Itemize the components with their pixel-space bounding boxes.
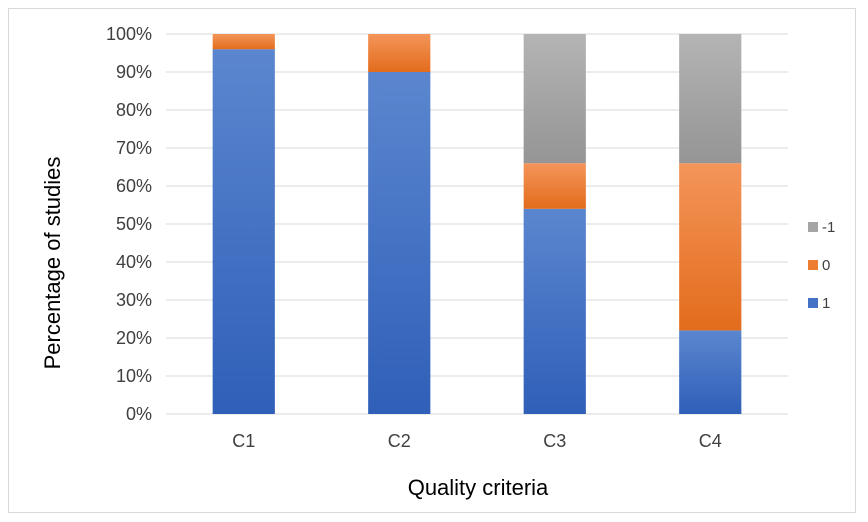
y-tick-label: 60%: [116, 176, 152, 196]
y-tick-label: 20%: [116, 328, 152, 348]
y-tick-label: 100%: [106, 24, 152, 44]
bar-segment-c3-series-1: [523, 208, 586, 414]
y-tick-label: 70%: [116, 138, 152, 158]
legend-swatch: [808, 260, 818, 270]
bar-segment-c2-series-1: [368, 72, 431, 414]
bar-segment-c1-series-1: [212, 49, 275, 414]
bar-segment-c4-series--1: [679, 34, 742, 164]
y-tick-label: 10%: [116, 366, 152, 386]
legend-label: 1: [822, 295, 830, 312]
legend-label: 0: [822, 257, 830, 274]
y-tick-label: 0%: [126, 404, 152, 424]
bar-segment-c4-series-1: [679, 330, 742, 414]
y-tick-label: 50%: [116, 214, 152, 234]
bar-segment-c4-series-0: [679, 163, 742, 331]
bar-segment-c3-series--1: [523, 34, 586, 164]
legend-swatch: [808, 298, 818, 308]
x-tick-label: C3: [543, 431, 566, 451]
legend-label: -1: [822, 219, 835, 236]
bars: [212, 34, 742, 414]
x-axis-title: Quality criteria: [408, 475, 549, 500]
y-tick-label: 30%: [116, 290, 152, 310]
x-tick-label: C2: [388, 431, 411, 451]
y-axis-title: Percentage of studies: [40, 157, 65, 370]
y-tick-label: 80%: [116, 100, 152, 120]
x-tick-label: C1: [232, 431, 255, 451]
x-tick-label: C4: [699, 431, 722, 451]
y-tick-label: 90%: [116, 62, 152, 82]
y-tick-label: 40%: [116, 252, 152, 272]
bar-segment-c1-series-0: [212, 34, 275, 50]
legend-swatch: [808, 222, 818, 232]
legend: -1 0 1: [808, 219, 835, 312]
bar-segment-c2-series-0: [368, 34, 431, 72]
x-tick-labels: C1 C2 C3 C4: [232, 431, 722, 451]
y-tick-labels: 0% 10% 20% 30% 40% 50% 60% 70% 80% 90% 100%: [106, 24, 152, 424]
bar-segment-c3-series-0: [523, 163, 586, 209]
